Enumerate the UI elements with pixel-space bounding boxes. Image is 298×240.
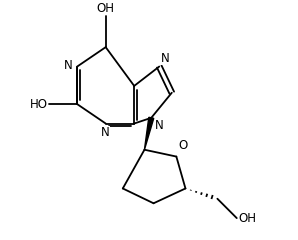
Text: N: N: [101, 126, 110, 139]
Text: N: N: [63, 59, 72, 72]
Text: N: N: [160, 52, 169, 65]
Text: N: N: [155, 119, 163, 132]
Text: HO: HO: [30, 98, 48, 111]
Text: OH: OH: [97, 2, 115, 15]
Text: OH: OH: [239, 212, 257, 225]
Polygon shape: [145, 117, 154, 150]
Text: O: O: [179, 139, 188, 152]
